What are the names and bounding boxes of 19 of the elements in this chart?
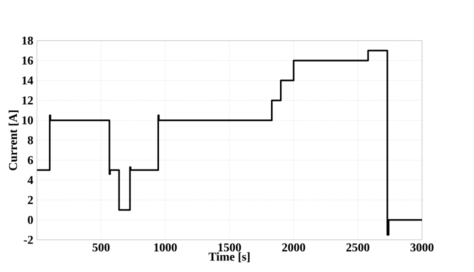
x-axis-title: Time [s]	[208, 252, 250, 262]
x-tick-label: 2000	[282, 243, 306, 252]
x-tick-label: 1000	[154, 243, 177, 252]
y-tick-label: 10	[22, 116, 33, 124]
y-tick-label: 12	[22, 96, 33, 104]
y-tick-label: 8	[28, 136, 33, 144]
x-tick-label: 500	[92, 243, 110, 252]
y-tick-label: 14	[22, 76, 34, 84]
y-tick-label: 2	[28, 196, 33, 204]
x-tick-label: 3000	[410, 243, 434, 252]
x-tick-label: 1500	[218, 243, 241, 252]
y-tick-label: -2	[24, 236, 33, 244]
y-tick-label: 6	[28, 156, 34, 164]
y-tick-label: 16	[22, 56, 34, 64]
y-tick-label: 4	[28, 176, 34, 184]
y-tick-label: 18	[22, 36, 33, 44]
y-axis-title: Current [A]	[8, 110, 19, 170]
y-tick-label: 0	[28, 216, 33, 224]
x-tick-label: 2500	[346, 243, 370, 252]
